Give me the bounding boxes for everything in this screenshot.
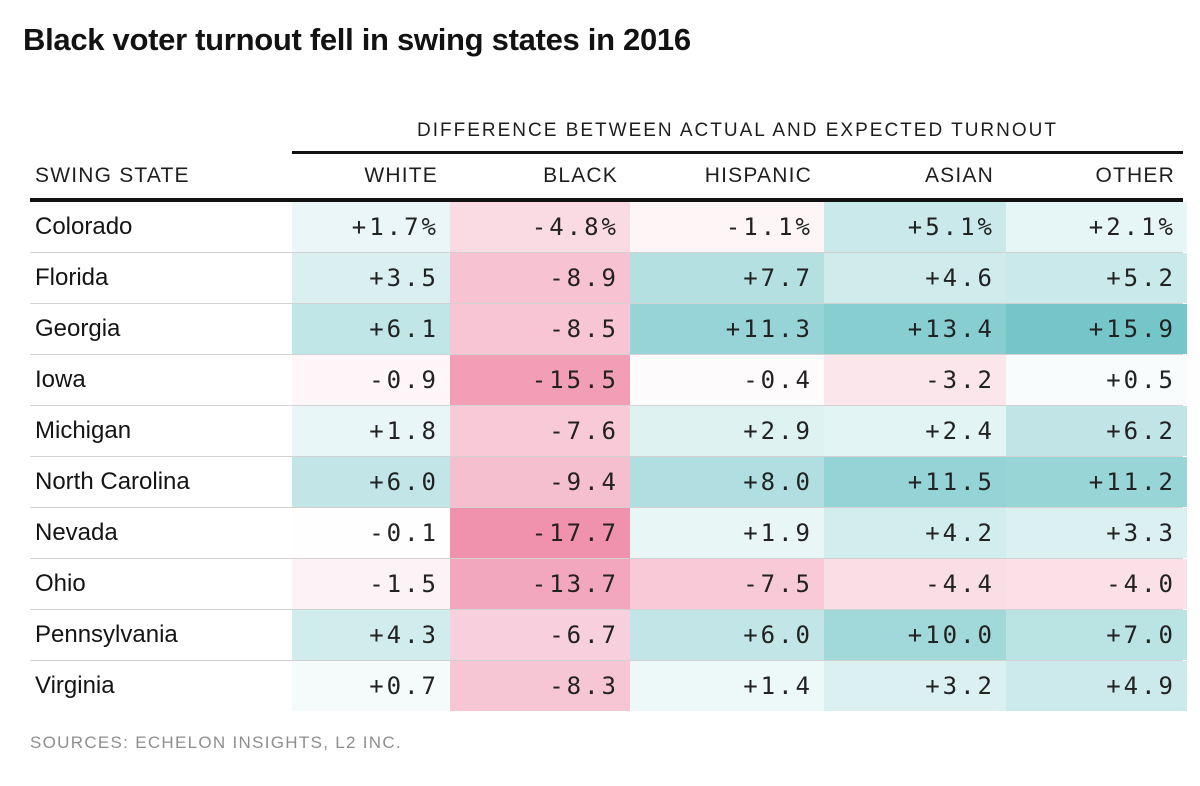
column-header: ASIAN	[924, 164, 994, 187]
value-cell: -4.4	[824, 559, 1006, 609]
value-cell: -4.8%	[450, 202, 630, 252]
value-cell: +5.2	[1006, 253, 1187, 303]
value-cell: +4.6	[824, 253, 1006, 303]
value-cell: +7.0	[1006, 610, 1187, 660]
value-cell: -7.5	[630, 559, 824, 609]
state-label: Georgia	[30, 304, 292, 354]
state-label: Michigan	[30, 406, 292, 456]
value-cell: -0.9	[292, 355, 450, 405]
group-header-spacer	[30, 108, 292, 154]
value-cell: +11.2	[1006, 457, 1187, 507]
value-cell: +6.0	[292, 457, 450, 507]
state-label: Florida	[30, 253, 292, 303]
value-cell: +3.3	[1006, 508, 1187, 558]
group-header-label: DIFFERENCE BETWEEN ACTUAL AND EXPECTED T…	[292, 108, 1183, 154]
column-header: HISPANIC	[704, 164, 812, 187]
value-cell: +4.9	[1006, 661, 1187, 711]
value-cell: -4.0	[1006, 559, 1187, 609]
value-cell: -15.5	[450, 355, 630, 405]
heatmap-table: DIFFERENCE BETWEEN ACTUAL AND EXPECTED T…	[30, 108, 1187, 711]
value-cell: +3.5	[292, 253, 450, 303]
value-cell: +13.4	[824, 304, 1006, 354]
value-cell: +0.7	[292, 661, 450, 711]
value-cell: -6.7	[450, 610, 630, 660]
value-cell: -0.4	[630, 355, 824, 405]
value-cell: +1.8	[292, 406, 450, 456]
page-title: Black voter turnout fell in swing states…	[23, 22, 691, 57]
state-label: Nevada	[30, 508, 292, 558]
value-cell: +2.9	[630, 406, 824, 456]
table-row: Pennsylvania +4.3 -6.7 +6.0 +10.0 +7.0	[30, 610, 1187, 661]
value-cell: +6.2	[1006, 406, 1187, 456]
value-cell: +8.0	[630, 457, 824, 507]
table-body: Colorado +1.7% -4.8% -1.1% +5.1% +2.1% Florida…	[30, 202, 1187, 711]
value-cell: -13.7	[450, 559, 630, 609]
value-cell: +2.4	[824, 406, 1006, 456]
state-label: Virginia	[30, 661, 292, 711]
value-cell: -9.4	[450, 457, 630, 507]
value-cell: +3.2	[824, 661, 1006, 711]
table-row: Michigan +1.8 -7.6 +2.9 +2.4 +6.2	[30, 406, 1187, 457]
table-row: Nevada -0.1 -17.7 +1.9 +4.2 +3.3	[30, 508, 1187, 559]
value-cell: +6.0	[630, 610, 824, 660]
value-cell: -1.5	[292, 559, 450, 609]
value-cell: +1.7%	[292, 202, 450, 252]
value-cell: -0.1	[292, 508, 450, 558]
state-label: Pennsylvania	[30, 610, 292, 660]
table-row: Virginia +0.7 -8.3 +1.4 +3.2 +4.9	[30, 661, 1187, 711]
value-cell: +7.7	[630, 253, 824, 303]
table-row: North Carolina +6.0 -9.4 +8.0 +11.5 +11.2	[30, 457, 1187, 508]
value-cell: -1.1%	[630, 202, 824, 252]
state-label: Ohio	[30, 559, 292, 609]
column-header-swing-state: SWING STATE	[35, 164, 190, 187]
value-cell: +10.0	[824, 610, 1006, 660]
column-header: BLACK	[543, 164, 618, 187]
source-note: SOURCES: ECHELON INSIGHTS, L2 INC.	[30, 733, 402, 752]
value-cell: -8.9	[450, 253, 630, 303]
state-label: North Carolina	[30, 457, 292, 507]
state-label: Iowa	[30, 355, 292, 405]
column-header: OTHER	[1095, 164, 1175, 187]
value-cell: +11.5	[824, 457, 1006, 507]
column-header-row: SWING STATE WHITE BLACK HISPANIC ASIAN OTHER	[30, 154, 1183, 202]
value-cell: +1.4	[630, 661, 824, 711]
value-cell: +6.1	[292, 304, 450, 354]
value-cell: -8.3	[450, 661, 630, 711]
table-row: Florida +3.5 -8.9 +7.7 +4.6 +5.2	[30, 253, 1187, 304]
value-cell: -7.6	[450, 406, 630, 456]
value-cell: -17.7	[450, 508, 630, 558]
group-header-row: DIFFERENCE BETWEEN ACTUAL AND EXPECTED T…	[30, 108, 1183, 154]
table-row: Colorado +1.7% -4.8% -1.1% +5.1% +2.1%	[30, 202, 1187, 253]
value-cell: +0.5	[1006, 355, 1187, 405]
column-header: WHITE	[364, 164, 438, 187]
state-label: Colorado	[30, 202, 292, 252]
value-cell: +2.1%	[1006, 202, 1187, 252]
value-cell: -3.2	[824, 355, 1006, 405]
value-cell: +1.9	[630, 508, 824, 558]
table-row: Iowa -0.9 -15.5 -0.4 -3.2 +0.5	[30, 355, 1187, 406]
value-cell: +15.9	[1006, 304, 1187, 354]
value-cell: +5.1%	[824, 202, 1006, 252]
table-row: Ohio -1.5 -13.7 -7.5 -4.4 -4.0	[30, 559, 1187, 610]
value-cell: -8.5	[450, 304, 630, 354]
value-cell: +11.3	[630, 304, 824, 354]
value-cell: +4.2	[824, 508, 1006, 558]
value-cell: +4.3	[292, 610, 450, 660]
table-row: Georgia +6.1 -8.5 +11.3 +13.4 +15.9	[30, 304, 1187, 355]
